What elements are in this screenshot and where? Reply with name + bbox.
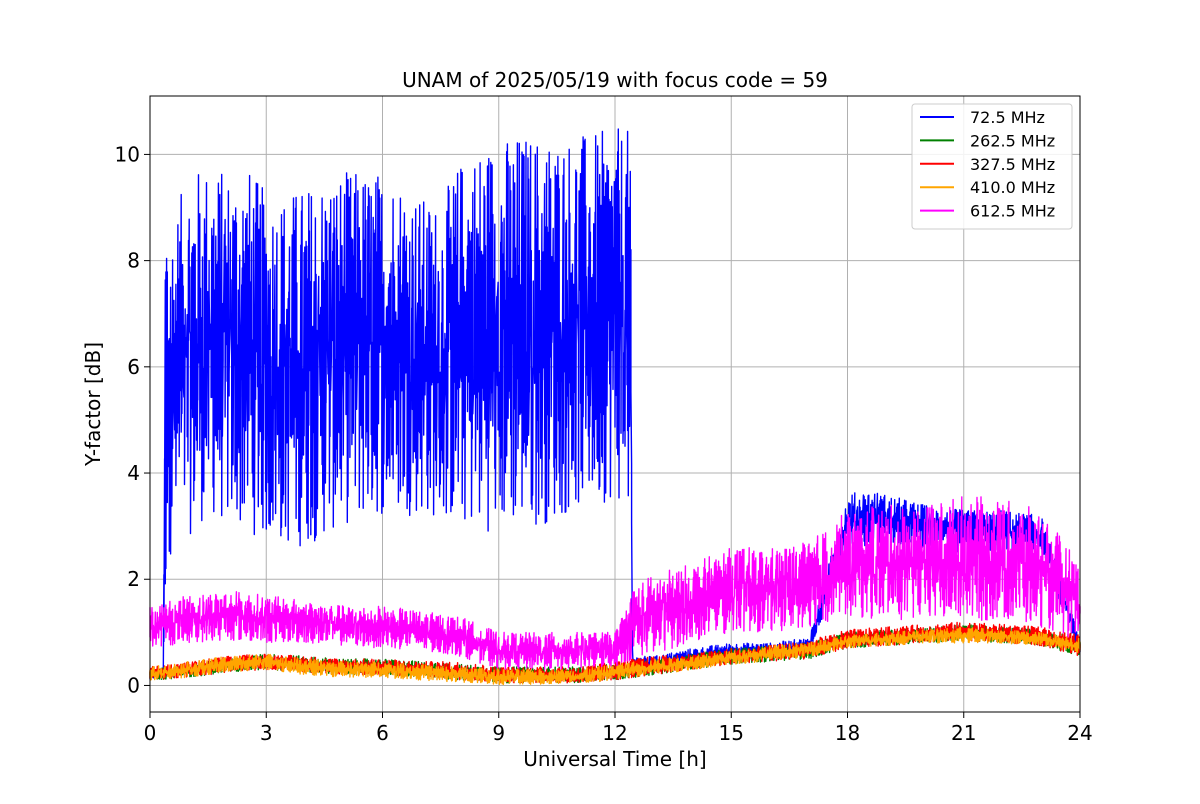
x-tick-label: 6 — [376, 721, 389, 745]
legend-label: 410.0 MHz — [970, 178, 1055, 197]
y-tick-label: 2 — [127, 567, 140, 591]
x-tick-label: 12 — [602, 721, 627, 745]
x-tick-label: 9 — [492, 721, 505, 745]
legend-label: 72.5 MHz — [970, 108, 1045, 127]
y-axis-label: Y-factor [dB] — [81, 342, 105, 467]
series-line-612-5-mhz — [149, 496, 1081, 671]
chart-title: UNAM of 2025/05/19 with focus code = 59 — [402, 68, 828, 92]
series-line-410-0-mhz — [149, 627, 1081, 686]
x-axis-label: Universal Time [h] — [523, 747, 706, 771]
x-tick-label: 18 — [835, 721, 860, 745]
y-tick-label: 6 — [127, 355, 140, 379]
legend-box — [911, 103, 1073, 230]
x-tick-label: 24 — [1067, 721, 1092, 745]
y-tick-label: 0 — [127, 673, 140, 697]
legend: 72.5 MHz 262.5 MHz 327.5 MHz 410.0 MHz 612.5… — [911, 103, 1073, 230]
x-tick-label: 21 — [951, 721, 976, 745]
plot-area — [149, 128, 1081, 686]
y-tick-label: 8 — [127, 249, 140, 273]
x-tick-label: 0 — [144, 721, 157, 745]
y-tick-label: 10 — [115, 142, 140, 166]
x-tick-label: 3 — [260, 721, 273, 745]
y-tick-label: 4 — [127, 461, 140, 485]
legend-label: 327.5 MHz — [970, 155, 1055, 174]
x-tick-label: 15 — [719, 721, 744, 745]
legend-label: 612.5 MHz — [970, 202, 1055, 221]
legend-label: 262.5 MHz — [970, 131, 1055, 150]
